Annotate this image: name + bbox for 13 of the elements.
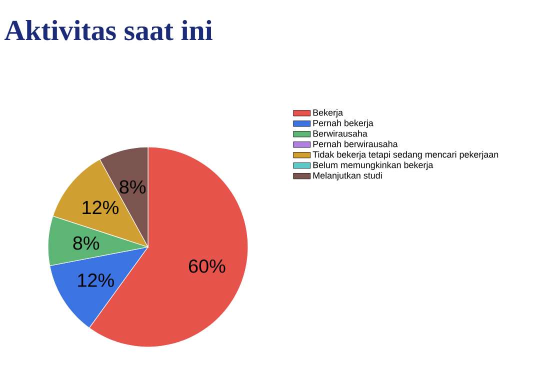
legend-label: Bekerja <box>313 109 343 118</box>
legend-label: Tidak bekerja tetapi sedang mencari pekerjaan <box>312 151 498 160</box>
legend-label: Melanjutkan studi <box>313 172 382 180</box>
data-label: 60% <box>188 259 226 273</box>
data-label: 12% <box>78 274 114 287</box>
data-label: 12% <box>82 200 118 214</box>
legend-label: Pernah bekerja <box>313 120 374 128</box>
chart-title: Aktivitas saat ini <box>4 20 212 40</box>
data-label: 8% <box>120 180 146 194</box>
legend-label: Pernah berwirausaha <box>313 140 398 148</box>
legend-label: Berwirausaha <box>313 130 368 137</box>
data-label: 8% <box>73 236 100 250</box>
legend-label: Belum memungkinkan bekerja <box>313 162 434 170</box>
